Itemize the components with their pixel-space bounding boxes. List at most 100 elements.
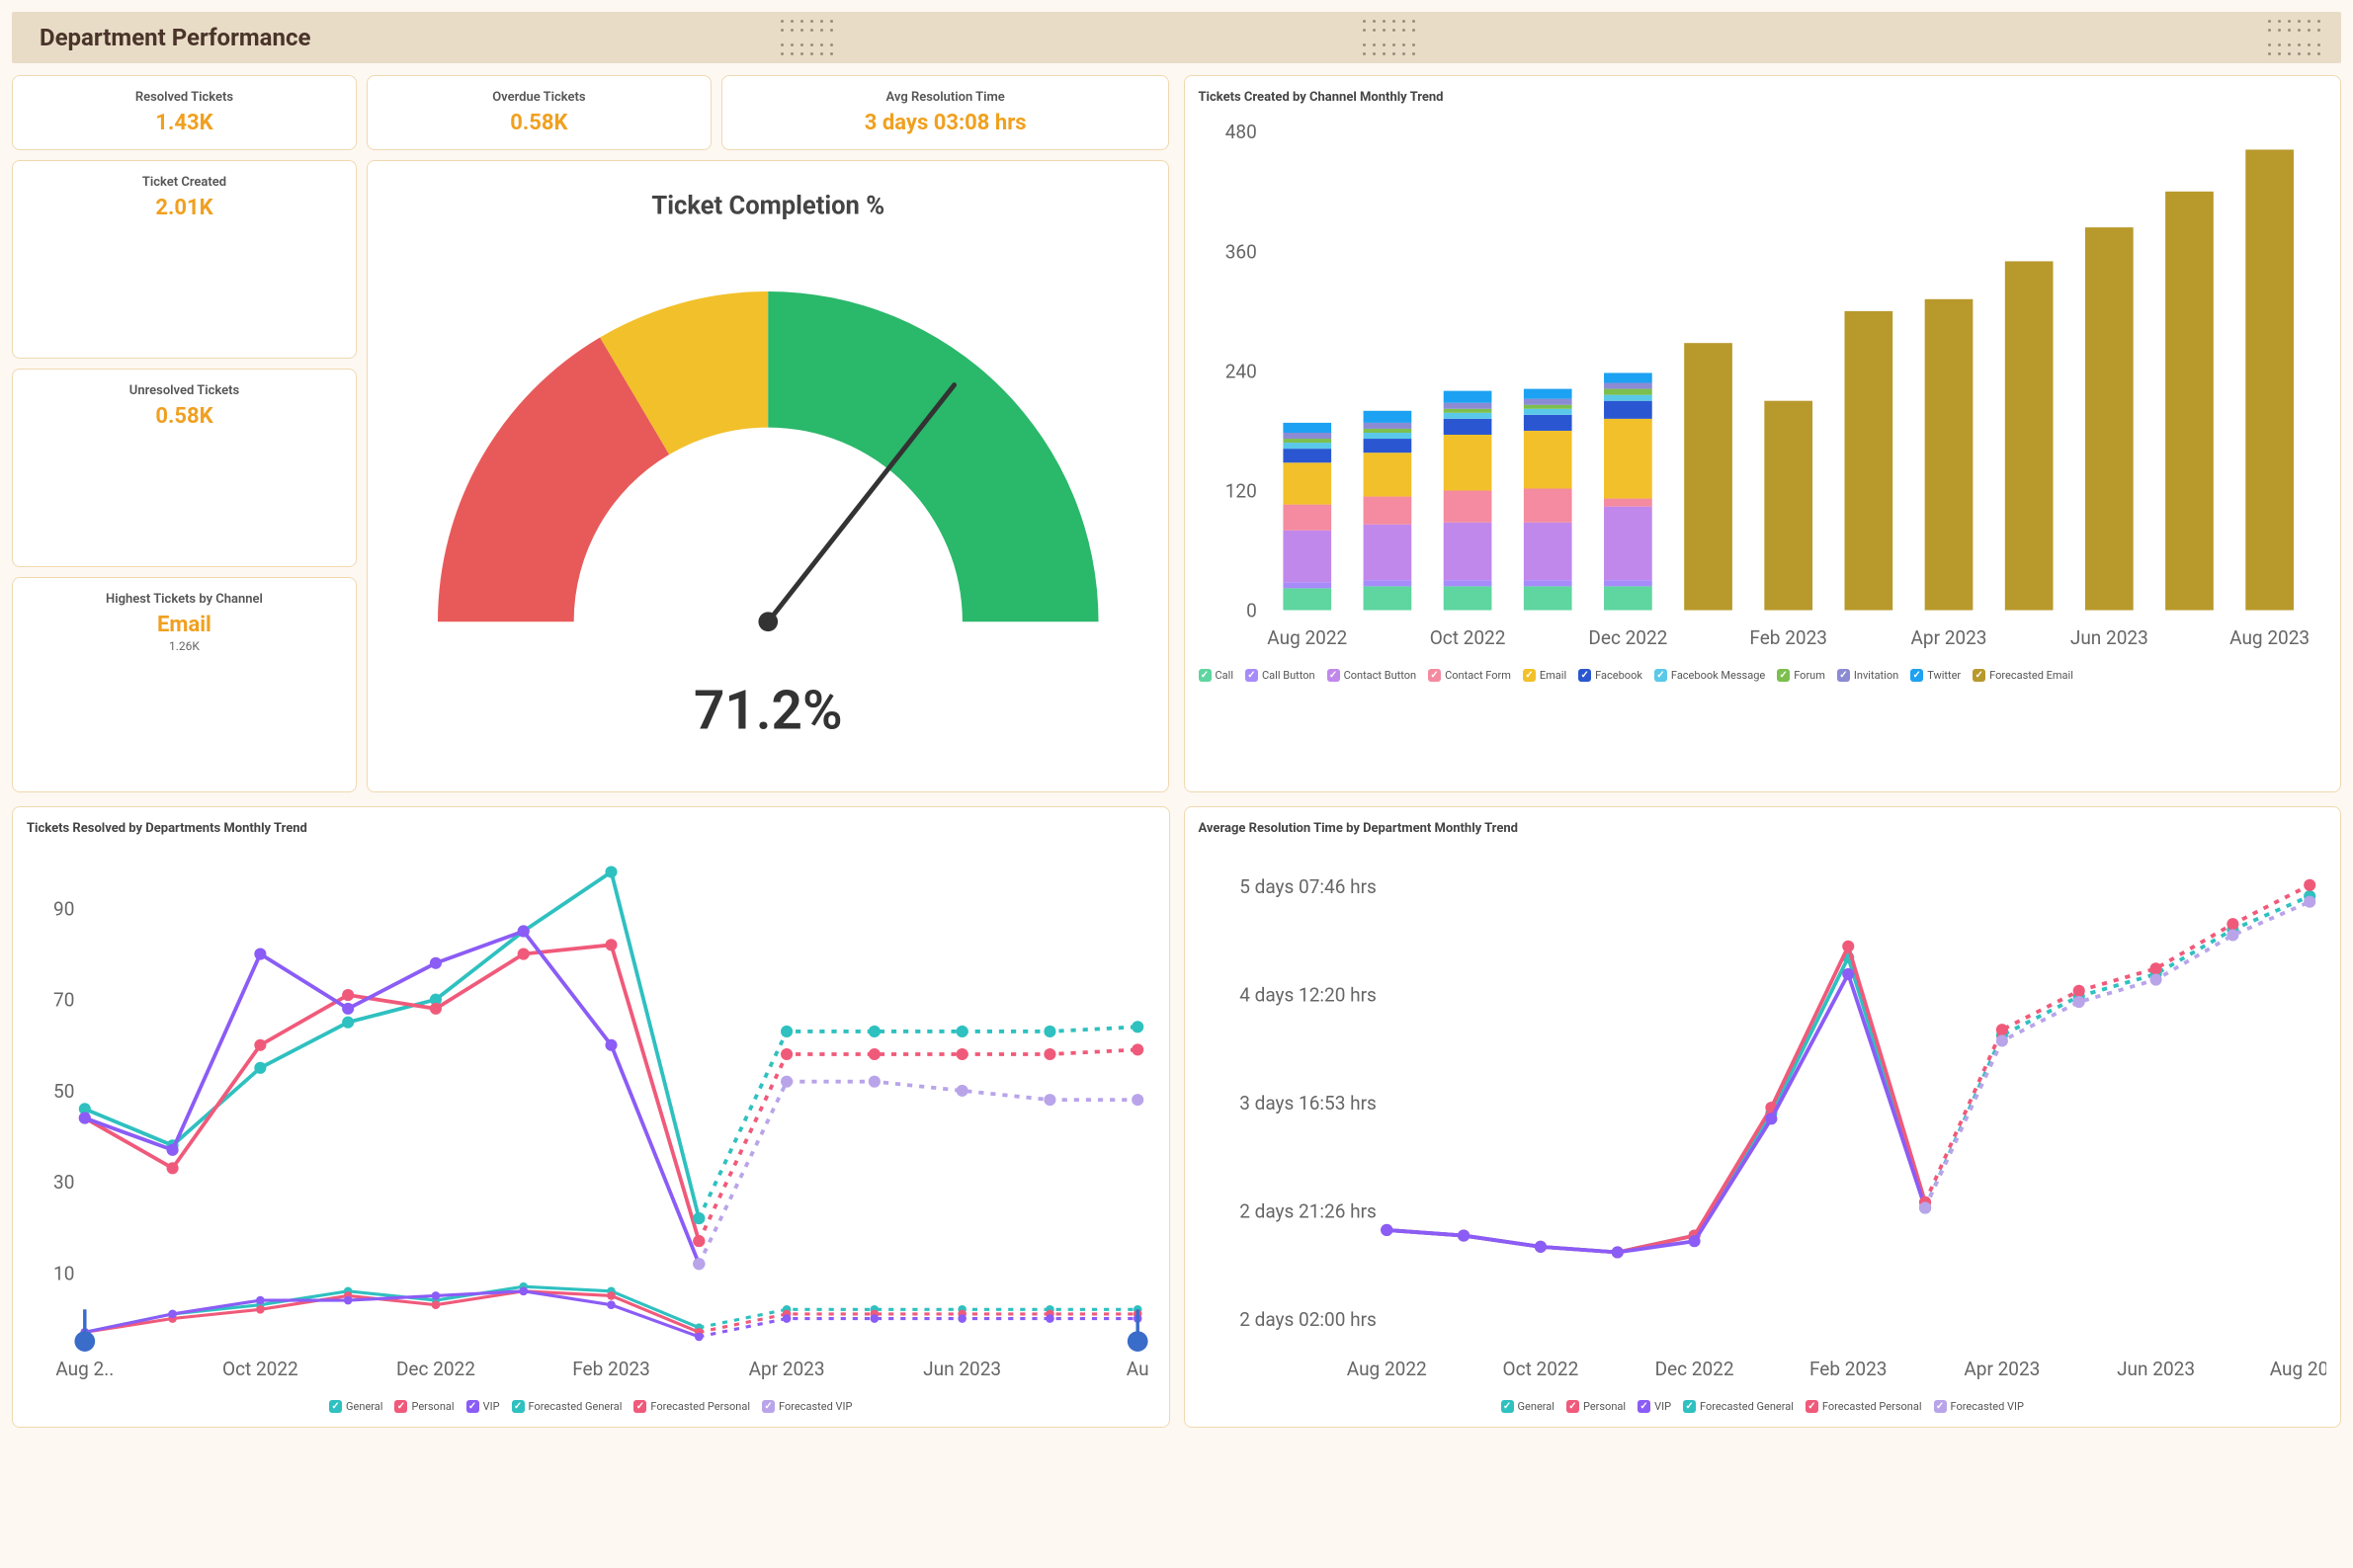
legend-item[interactable]: Forecasted General xyxy=(1683,1400,1794,1413)
svg-text:2 days 02:00 hrs: 2 days 02:00 hrs xyxy=(1239,1308,1377,1331)
line-chart-avg: 2 days 02:00 hrs 2 days 21:26 hrs 3 days 1… xyxy=(1199,846,2327,1392)
svg-text:Aug 2022: Aug 2022 xyxy=(1267,626,1347,649)
chart-tickets-by-channel[interactable]: Tickets Created by Channel Monthly Trend… xyxy=(1184,75,2342,792)
legend-item[interactable]: Forecasted Email xyxy=(1973,669,2073,682)
svg-text:2 days 21:26 hrs: 2 days 21:26 hrs xyxy=(1239,1199,1377,1222)
svg-text:Apr 2023: Apr 2023 xyxy=(1910,626,1986,649)
svg-text:Jun 2023: Jun 2023 xyxy=(2117,1358,2195,1380)
kpi-unresolved-tickets[interactable]: Unresolved Tickets 0.58K xyxy=(12,369,357,567)
svg-text:90: 90 xyxy=(53,897,74,920)
legend-item[interactable]: VIP xyxy=(466,1400,500,1413)
legend-item[interactable]: General xyxy=(1501,1400,1555,1413)
svg-text:Aug 2023: Aug 2023 xyxy=(2229,626,2310,649)
decoration-dots xyxy=(2268,43,2321,55)
chart-title: Tickets Created by Channel Monthly Trend xyxy=(1199,90,2327,105)
decoration-dots xyxy=(2268,20,2321,32)
decoration-dots xyxy=(1363,20,1416,32)
legend-item[interactable]: Call xyxy=(1199,669,1234,682)
gauge-chart: Ticket Completion % 71.2% xyxy=(379,175,1157,778)
decoration-dots xyxy=(1363,43,1416,55)
svg-text:Jun 2023: Jun 2023 xyxy=(2069,626,2147,649)
kpi-label: Ticket Created xyxy=(25,175,344,190)
svg-text:Apr 2023: Apr 2023 xyxy=(1964,1358,2040,1380)
legend-item[interactable]: Facebook xyxy=(1578,669,1642,682)
bar-chart: 0120240360480Aug 2022Oct 2022Dec 2022Feb… xyxy=(1199,115,2327,661)
decoration-dots xyxy=(781,43,834,55)
legend-item[interactable]: Personal xyxy=(394,1400,454,1413)
legend-item[interactable]: Forecasted Personal xyxy=(633,1400,750,1413)
kpi-label: Resolved Tickets xyxy=(25,90,344,105)
kpi-avg-resolution[interactable]: Avg Resolution Time 3 days 03:08 hrs xyxy=(721,75,1170,150)
svg-text:Aug 2023: Aug 2023 xyxy=(2269,1358,2326,1380)
svg-text:120: 120 xyxy=(1224,479,1256,502)
legend-item[interactable]: Email xyxy=(1523,669,1566,682)
svg-text:0: 0 xyxy=(1246,599,1257,621)
legend-item[interactable]: Contact Form xyxy=(1428,669,1511,682)
chart-resolved-by-dept[interactable]: Tickets Resolved by Departments Monthly … xyxy=(12,806,1170,1428)
svg-text:Dec 2022: Dec 2022 xyxy=(1654,1358,1733,1380)
svg-text:4 days 12:20 hrs: 4 days 12:20 hrs xyxy=(1239,983,1377,1006)
svg-text:240: 240 xyxy=(1224,360,1256,382)
legend-item[interactable]: Twitter xyxy=(1910,669,1961,682)
svg-text:Oct 2022: Oct 2022 xyxy=(1429,626,1505,649)
svg-text:Oct 2022: Oct 2022 xyxy=(222,1358,298,1380)
page-header: Department Performance xyxy=(12,12,2341,63)
svg-text:71.2%: 71.2% xyxy=(694,679,843,742)
legend-item[interactable]: Forecasted Personal xyxy=(1806,1400,1922,1413)
svg-text:10: 10 xyxy=(53,1262,74,1284)
kpi-label: Overdue Tickets xyxy=(379,90,699,105)
svg-text:360: 360 xyxy=(1224,240,1256,263)
svg-text:Ticket Completion %: Ticket Completion % xyxy=(651,191,884,220)
kpi-value: 0.58K xyxy=(25,404,344,429)
svg-text:Feb 2023: Feb 2023 xyxy=(1749,626,1827,649)
legend-item[interactable]: Facebook Message xyxy=(1654,669,1765,682)
kpi-overdue-tickets[interactable]: Overdue Tickets 0.58K xyxy=(367,75,712,150)
line-chart-resolved: 1030507090Aug 2..Oct 2022Dec 2022Feb 202… xyxy=(27,846,1155,1392)
legend-item[interactable]: General xyxy=(329,1400,382,1413)
legend-item[interactable]: VIP xyxy=(1638,1400,1671,1413)
kpi-value: 0.58K xyxy=(379,111,699,135)
svg-text:Dec 2022: Dec 2022 xyxy=(396,1358,475,1380)
kpi-value: 1.43K xyxy=(25,111,344,135)
svg-text:Aug 2..: Aug 2.. xyxy=(55,1358,114,1380)
bar-legend: Call Call Button Contact Button Contact For… xyxy=(1199,669,2327,682)
kpi-value: Email xyxy=(25,613,344,637)
legend-item[interactable]: Forecasted VIP xyxy=(762,1400,852,1413)
kpi-label: Highest Tickets by Channel xyxy=(25,592,344,607)
svg-text:30: 30 xyxy=(53,1171,74,1194)
kpi-ticket-created[interactable]: Ticket Created 2.01K xyxy=(12,160,357,359)
kpi-grid: Resolved Tickets 1.43K Overdue Tickets 0… xyxy=(12,75,1170,792)
svg-text:3 days 16:53 hrs: 3 days 16:53 hrs xyxy=(1239,1091,1377,1114)
svg-text:Feb 2023: Feb 2023 xyxy=(572,1358,650,1380)
legend-item[interactable]: Call Button xyxy=(1245,669,1315,682)
legend-item[interactable]: Forecasted VIP xyxy=(1934,1400,2024,1413)
svg-text:Aug 2022: Aug 2022 xyxy=(1346,1358,1426,1380)
legend-item[interactable]: Contact Button xyxy=(1327,669,1417,682)
legend-item[interactable]: Forecasted General xyxy=(512,1400,623,1413)
page-title: Department Performance xyxy=(40,24,2313,51)
line-legend: General Personal VIP Forecasted General Fore… xyxy=(27,1400,1155,1413)
svg-text:5 days 07:46 hrs: 5 days 07:46 hrs xyxy=(1239,874,1377,897)
kpi-label: Avg Resolution Time xyxy=(734,90,1157,105)
chart-avg-resolution-by-dept[interactable]: Average Resolution Time by Department Mo… xyxy=(1184,806,2342,1428)
svg-text:Apr 2023: Apr 2023 xyxy=(749,1358,825,1380)
kpi-resolved-tickets[interactable]: Resolved Tickets 1.43K xyxy=(12,75,357,150)
svg-text:70: 70 xyxy=(53,988,74,1011)
chart-title: Average Resolution Time by Department Mo… xyxy=(1199,821,2327,836)
legend-item[interactable]: Personal xyxy=(1566,1400,1626,1413)
legend-item[interactable]: Forum xyxy=(1777,669,1825,682)
svg-text:Au: Au xyxy=(1127,1358,1149,1380)
line-legend: General Personal VIP Forecasted General Fore… xyxy=(1199,1400,2327,1413)
svg-text:480: 480 xyxy=(1224,121,1256,143)
kpi-highest-channel[interactable]: Highest Tickets by Channel Email 1.26K xyxy=(12,577,357,791)
kpi-label: Unresolved Tickets xyxy=(25,383,344,398)
legend-item[interactable]: Invitation xyxy=(1837,669,1898,682)
svg-text:Oct 2022: Oct 2022 xyxy=(1502,1358,1578,1380)
chart-title: Tickets Resolved by Departments Monthly … xyxy=(27,821,1155,836)
gauge-ticket-completion[interactable]: Ticket Completion % 71.2% xyxy=(367,160,1170,792)
svg-text:Feb 2023: Feb 2023 xyxy=(1808,1358,1887,1380)
kpi-sub: 1.26K xyxy=(25,639,344,653)
kpi-value: 3 days 03:08 hrs xyxy=(734,111,1157,135)
kpi-value: 2.01K xyxy=(25,196,344,220)
svg-text:Jun 2023: Jun 2023 xyxy=(923,1358,1001,1380)
